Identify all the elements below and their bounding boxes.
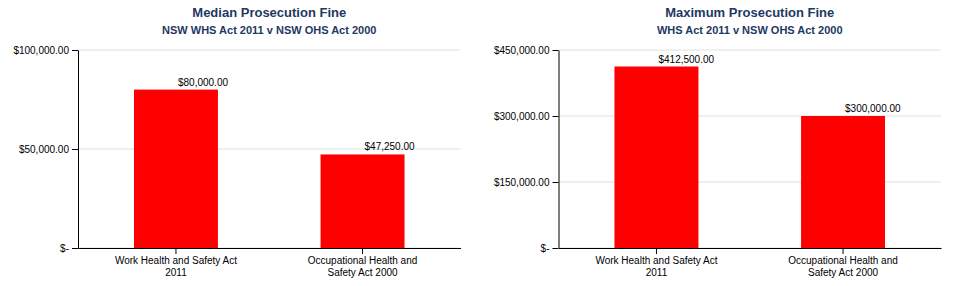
y-tick-label: $450,000.00 (494, 45, 550, 56)
x-tick: Work Health and Safety Act2011 (115, 248, 237, 278)
y-tick-mark (553, 50, 559, 51)
y-tick: $50,000.00 (19, 144, 78, 155)
y-tick-label: $50,000.00 (19, 144, 69, 155)
grid (78, 50, 461, 248)
panel: $- $150,000.00 $300,000.00 $450,000.00 Work … (494, 5, 942, 278)
x-tick: Work Health and Safety Act2011 (595, 248, 717, 278)
title: Median Prosecution Fine (192, 5, 346, 20)
bar (614, 67, 698, 249)
y-tick-label: $100,000.00 (13, 45, 69, 56)
y-tick: $300,000.00 (494, 111, 559, 122)
y-tick-mark (72, 248, 78, 249)
bars (614, 67, 885, 249)
data-labels: $412,500.00 $300,000.00 (658, 54, 901, 115)
bar (321, 154, 405, 248)
y-tick: $- (60, 243, 78, 254)
x-tick-mark (656, 248, 657, 254)
y-axis: $- $150,000.00 $300,000.00 $450,000.00 (494, 45, 559, 254)
panel: $- $50,000.00 $100,000.00 Work Health and S… (13, 5, 461, 278)
x-tick-label: Occupational Health andSafety Act 2000 (788, 255, 898, 278)
x-tick-label: Work Health and Safety Act2011 (115, 255, 237, 278)
y-axis-line (78, 51, 79, 249)
y-tick-label: $150,000.00 (494, 177, 550, 188)
y-tick-mark (553, 116, 559, 117)
bar (801, 116, 885, 248)
bars (134, 90, 405, 248)
y-tick-label: $300,000.00 (494, 111, 550, 122)
x-tick-mark (175, 248, 176, 254)
x-tick: Occupational Health andSafety Act 2000 (788, 248, 898, 278)
x-tick-label: Occupational Health andSafety Act 2000 (308, 255, 418, 278)
data-label: $47,250.00 (365, 141, 415, 152)
y-tick-mark (72, 149, 78, 150)
y-tick: $450,000.00 (494, 45, 559, 56)
data-label: $412,500.00 (658, 54, 714, 65)
y-axis-line (559, 51, 560, 249)
x-tick-mark (843, 248, 844, 254)
y-tick: $100,000.00 (13, 45, 78, 56)
y-tick: $- (541, 243, 559, 254)
y-axis: $- $50,000.00 $100,000.00 (13, 45, 78, 254)
grid (559, 50, 942, 248)
y-tick-label: $- (60, 243, 69, 254)
y-tick-mark (72, 50, 78, 51)
x-tick: Occupational Health andSafety Act 2000 (308, 248, 418, 278)
subtitle: WHS Act 2011 v NSW OHS Act 2000 (657, 24, 843, 36)
y-tick-mark (553, 248, 559, 249)
y-tick-label: $- (541, 243, 550, 254)
x-axis-line (79, 248, 462, 249)
data-labels: $80,000.00 $47,250.00 (178, 77, 415, 153)
data-label: $80,000.00 (178, 77, 228, 88)
data-label: $300,000.00 (845, 103, 901, 114)
x-axis: Work Health and Safety Act2011 Occupation… (559, 248, 942, 278)
grid-line (559, 50, 942, 51)
y-tick: $150,000.00 (494, 177, 559, 188)
title: Maximum Prosecution Fine (665, 5, 834, 20)
x-tick-mark (362, 248, 363, 254)
x-tick-label: Work Health and Safety Act2011 (595, 255, 717, 278)
figure: $- $50,000.00 $100,000.00 Work Health and S… (0, 0, 961, 286)
subtitle: NSW WHS Act 2011 v NSW OHS Act 2000 (162, 24, 376, 36)
y-tick-mark (553, 182, 559, 183)
x-axis-line (559, 248, 942, 249)
bar (134, 90, 218, 248)
x-axis: Work Health and Safety Act2011 Occupation… (79, 248, 462, 278)
grid-line (78, 50, 461, 51)
